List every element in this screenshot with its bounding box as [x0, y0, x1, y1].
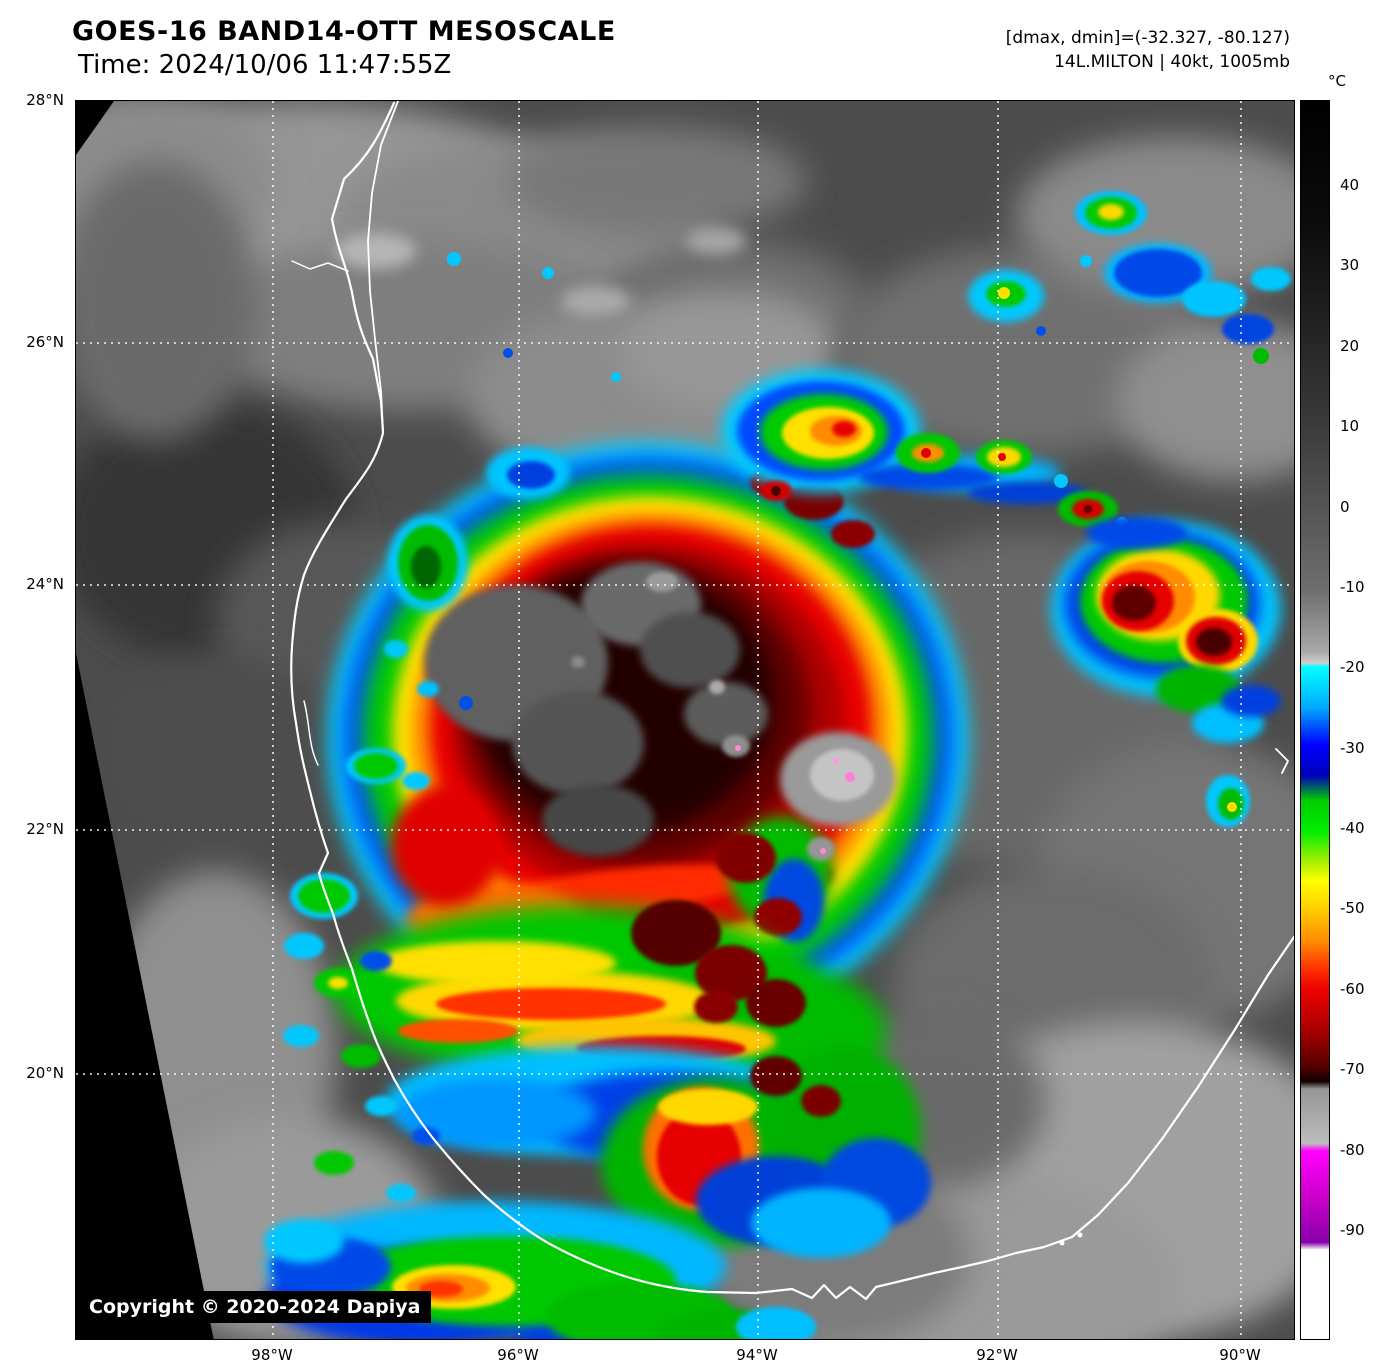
lat-tick-label: 24°N	[26, 575, 64, 593]
colorbar-tick-label: 40	[1340, 176, 1360, 194]
storm-info-readout: 14L.MILTON | 40kt, 1005mb	[1054, 52, 1290, 72]
dmax-dmin-readout: [dmax, dmin]=(-32.327, -80.127)	[1005, 28, 1290, 48]
northeast-scattered-cells	[968, 191, 1291, 364]
colorbar-tick-label: -90	[1340, 1220, 1365, 1239]
copyright-badge: Copyright © 2020-2024 Dapiya	[78, 1291, 432, 1323]
lon-tick-label: 90°W	[1219, 1346, 1261, 1364]
colorbar-tick-label: -30	[1340, 738, 1365, 757]
colorbar-tick-label: 0	[1340, 497, 1350, 516]
lat-tick-label: 28°N	[26, 91, 64, 109]
colorbar-tick-label: -10	[1340, 577, 1365, 596]
lon-tick-label: 98°W	[251, 1346, 293, 1364]
colorbar-tick-label: -70	[1340, 1060, 1365, 1079]
satellite-image	[76, 101, 1294, 1339]
colorbar-tick-label: -50	[1340, 899, 1365, 918]
lon-tick-label: 96°W	[497, 1346, 539, 1364]
east-convective-cluster	[1051, 517, 1281, 827]
colorbar-tick-label: -80	[1340, 1140, 1365, 1159]
page-title: GOES-16 BAND14-OTT MESOSCALE	[72, 16, 616, 47]
coastline	[290, 101, 1294, 1301]
colorbar-tick-label: 20	[1340, 336, 1360, 355]
lat-tick-label: 20°N	[26, 1064, 64, 1082]
colorbar-tick-label: -20	[1340, 658, 1365, 677]
lon-tick-label: 92°W	[976, 1346, 1018, 1364]
colorbar-tick-label: -40	[1340, 819, 1365, 838]
lat-tick-label: 22°N	[26, 820, 64, 838]
storm-north-head	[721, 369, 1128, 529]
graticule-gridlines	[76, 101, 1294, 1339]
satellite-map-panel: Copyright © 2020-2024 Dapiya	[75, 100, 1295, 1340]
lat-tick-label: 26°N	[26, 333, 64, 351]
image-timestamp: Time: 2024/10/06 11:47:55Z	[78, 50, 452, 80]
lon-tick-label: 94°W	[736, 1346, 778, 1364]
colorbar-tick-label: 30	[1340, 256, 1360, 275]
scattered-convection	[283, 252, 621, 1202]
colorbar-tick-label: -60	[1340, 979, 1365, 998]
colorbar-unit-label: °C	[1328, 72, 1346, 90]
colorbar-tick-label: 10	[1340, 417, 1360, 436]
temperature-colorbar	[1300, 100, 1330, 1340]
